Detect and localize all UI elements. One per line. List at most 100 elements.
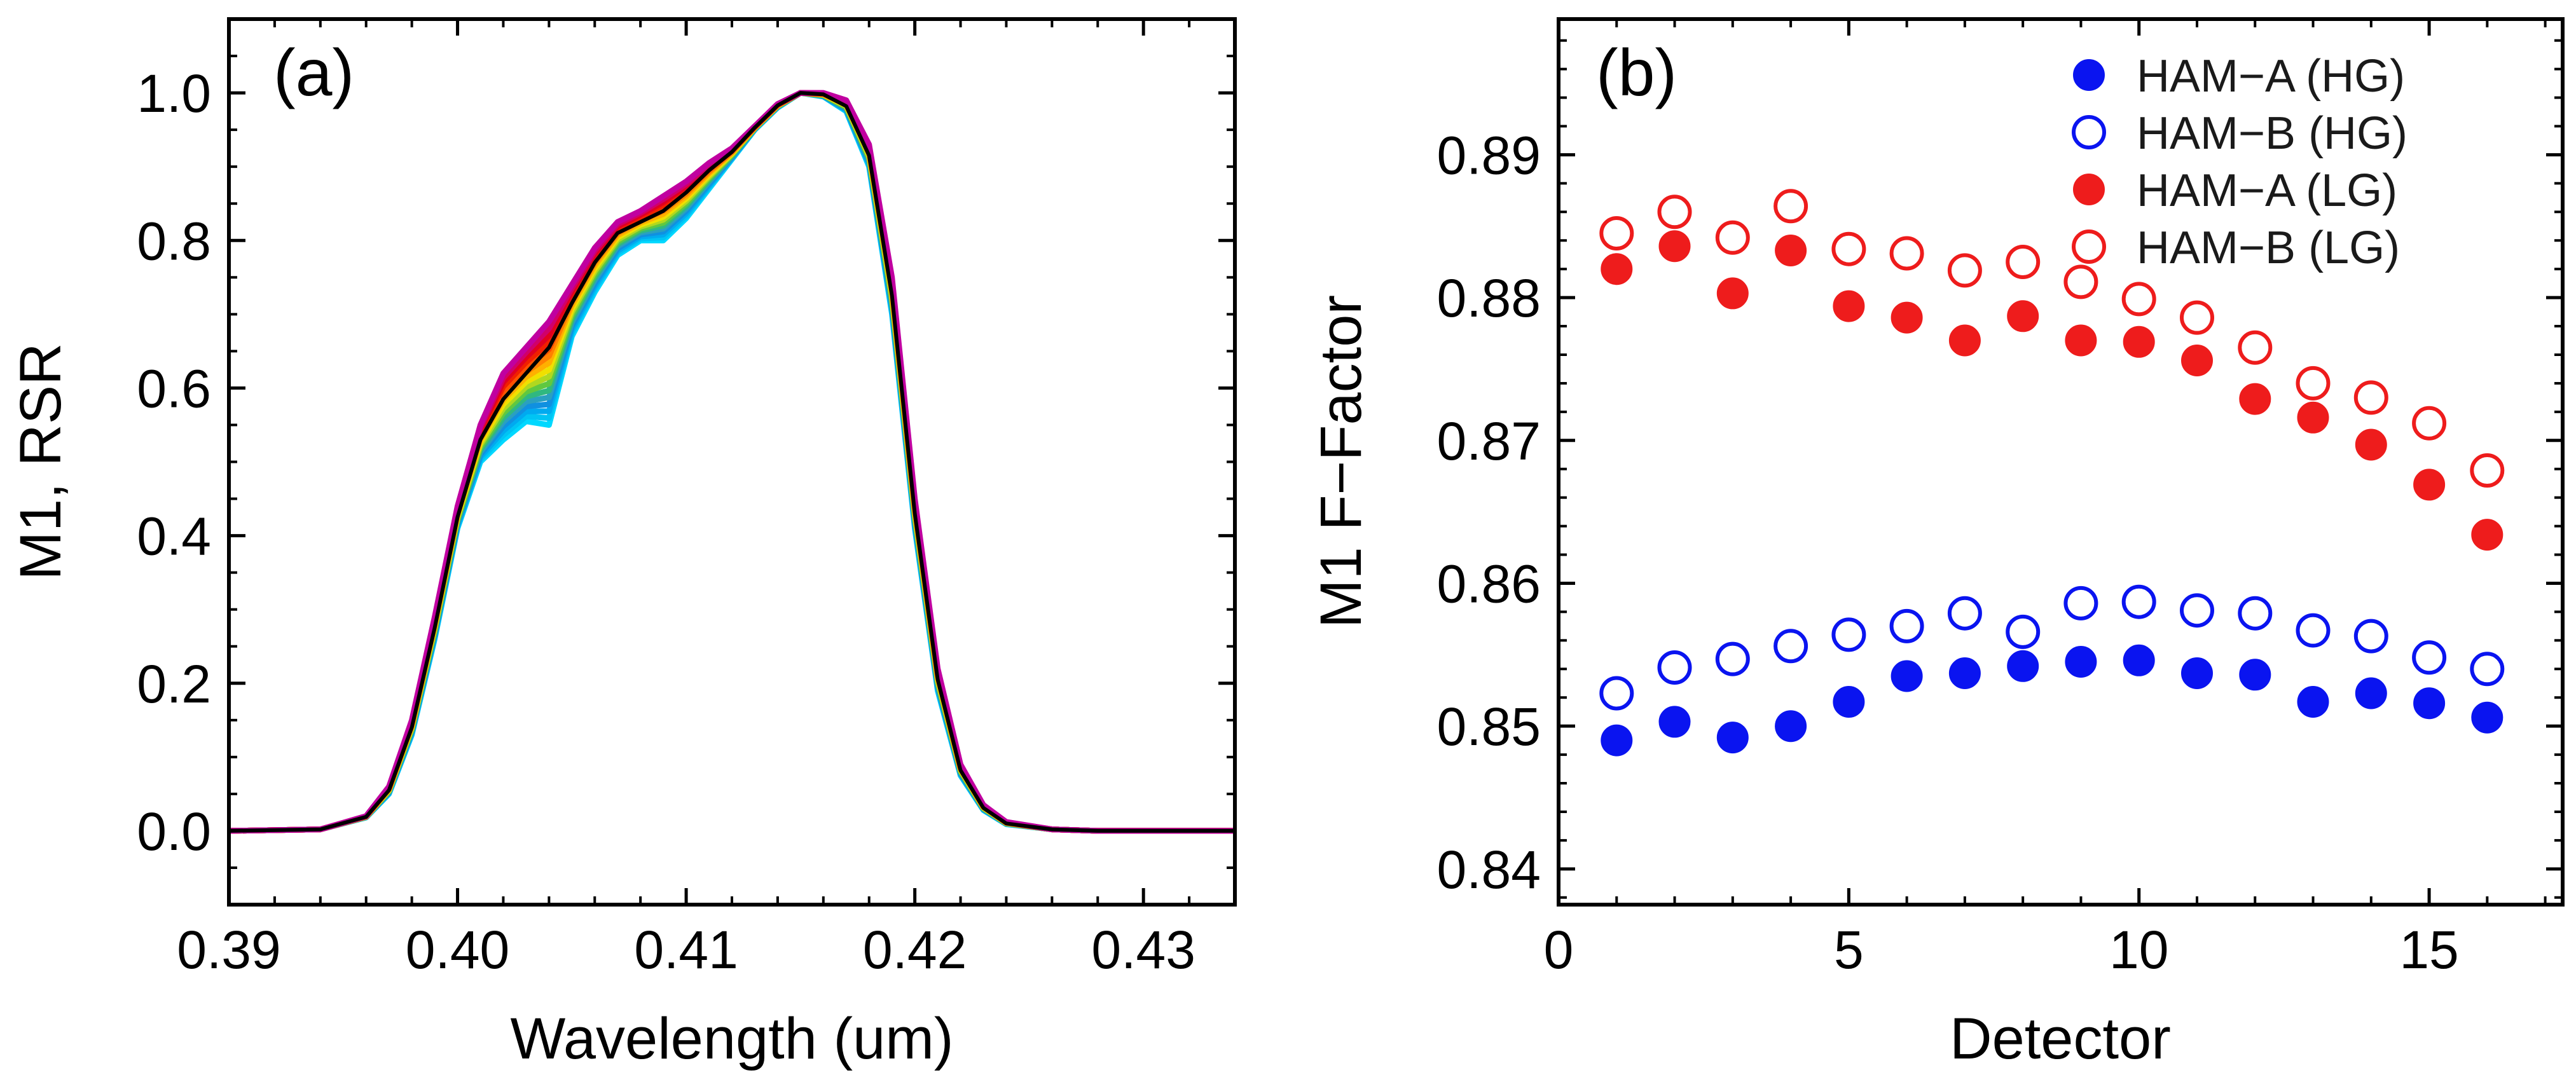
rsr-detector-curve xyxy=(228,90,1235,834)
data-point-3 xyxy=(2065,324,2097,357)
panel-a-tag: (a) xyxy=(273,36,354,110)
data-point-4 xyxy=(1947,253,1982,288)
data-point-4 xyxy=(1715,220,1750,255)
x-tick-label: 10 xyxy=(2109,920,2168,980)
data-point-3 xyxy=(1775,235,1807,266)
data-point-3 xyxy=(1716,277,1749,310)
data-point-4 xyxy=(2296,366,2331,401)
x-tick-label: 0 xyxy=(1544,920,1574,980)
panel-a-x-ticks: 0.39 0.40 0.41 0.42 0.43 xyxy=(177,19,1236,980)
data-point-4 xyxy=(2353,380,2388,415)
data-point-1 xyxy=(1716,722,1749,754)
data-point-1 xyxy=(1833,686,1865,718)
y-tick-label: 0.87 xyxy=(1437,411,1541,471)
data-point-1 xyxy=(2239,659,2271,691)
legend-marker xyxy=(2072,229,2106,264)
data-point-1 xyxy=(1601,724,1633,757)
data-point-4 xyxy=(1599,216,1634,250)
rsr-detector-curve xyxy=(228,90,1235,834)
data-point-2 xyxy=(1715,641,1750,676)
data-point-1 xyxy=(1658,706,1691,738)
data-point-3 xyxy=(2181,345,2213,376)
data-point-2 xyxy=(2353,619,2388,654)
data-point-2 xyxy=(2006,614,2041,649)
x-tick-label: 0.41 xyxy=(634,920,738,980)
y-tick-label: 0.86 xyxy=(1437,554,1541,613)
data-point-2 xyxy=(2063,586,2098,620)
rsr-detector-curve xyxy=(228,90,1235,834)
data-point-2 xyxy=(1889,608,1924,643)
rsr-detector-curve xyxy=(228,90,1235,834)
legend: HAM−A (HG) HAM−B (HG) HAM−A (LG) HAM−B (LG) xyxy=(2072,51,2407,273)
data-point-3 xyxy=(1601,253,1633,285)
x-tick-label: 0.39 xyxy=(177,920,281,980)
rsr-mean-curve xyxy=(228,91,1235,833)
data-point-2 xyxy=(1657,650,1692,685)
rsr-detector-curve xyxy=(228,90,1235,834)
panel-a-x-axis-label: Wavelength (um) xyxy=(510,1006,953,1071)
y-tick-label: 0.6 xyxy=(137,359,211,418)
legend-label: HAM−B (LG) xyxy=(2137,223,2400,273)
y-tick-label: 0.88 xyxy=(1437,268,1541,328)
data-point-4 xyxy=(2238,330,2273,365)
rsr-detector-curve xyxy=(228,90,1235,834)
data-point-1 xyxy=(2007,650,2039,682)
y-tick-label: 0.0 xyxy=(137,802,211,861)
data-point-3 xyxy=(2413,469,2446,501)
data-point-3 xyxy=(2297,401,2329,434)
data-point-1 xyxy=(1775,710,1807,743)
data-point-3 xyxy=(2471,519,2504,551)
data-point-2 xyxy=(1774,629,1808,664)
data-point-2 xyxy=(2470,652,2505,687)
x-tick-label: 0.40 xyxy=(406,920,510,980)
rsr-detector-curve xyxy=(228,90,1235,834)
y-tick-label: 0.89 xyxy=(1437,125,1541,185)
data-point-1 xyxy=(2181,657,2213,689)
data-point-4 xyxy=(2470,453,2505,488)
panel-b-frame xyxy=(1557,17,2565,907)
y-tick-label: 0.4 xyxy=(137,507,211,566)
data-point-4 xyxy=(2180,300,2214,335)
f-factor-plot-area xyxy=(1599,189,2505,757)
data-point-1 xyxy=(1891,660,1923,692)
x-tick-label: 0.42 xyxy=(863,920,967,980)
panel-a: 0.39 0.40 0.41 0.42 0.43 0.00.20.40.60.81.0 … xyxy=(8,17,1237,1071)
data-point-4 xyxy=(2006,245,2041,279)
y-tick-label: 0.85 xyxy=(1437,697,1541,757)
x-tick-label: 0.43 xyxy=(1091,920,1195,980)
rsr-detector-curve xyxy=(228,90,1235,834)
y-tick-label: 1.0 xyxy=(137,64,211,123)
rsr-detector-curve xyxy=(228,90,1235,834)
data-point-1 xyxy=(1948,657,1981,689)
data-point-3 xyxy=(1948,324,1981,357)
data-point-4 xyxy=(2063,264,2098,299)
data-point-1 xyxy=(2297,686,2329,718)
data-point-2 xyxy=(1831,617,1866,652)
data-point-2 xyxy=(2180,593,2214,628)
data-point-1 xyxy=(2471,701,2504,734)
data-point-4 xyxy=(1831,231,1866,266)
panel-b: 0 5 10 15 0.84 0.85 0.86 0.87 0.88 0.89 (b) Dete… xyxy=(1309,17,2565,1071)
legend-label: HAM−A (HG) xyxy=(2137,51,2405,102)
data-point-3 xyxy=(2355,428,2387,461)
data-point-1 xyxy=(2413,687,2446,720)
panel-b-y-axis-label: M1 F−Factor xyxy=(1309,295,1374,628)
y-tick-label: 0.2 xyxy=(137,654,211,714)
data-point-3 xyxy=(2239,383,2271,415)
data-point-3 xyxy=(2123,325,2155,358)
data-point-2 xyxy=(1599,676,1634,711)
rsr-detector-curve xyxy=(228,90,1235,834)
panel-a-y-ticks: 0.0 0.2 0.4 0.6 0.8 1.0 xyxy=(137,18,1235,906)
data-point-2 xyxy=(2412,640,2447,675)
panel-b-tag: (b) xyxy=(1596,36,1677,110)
rsr-detector-curve xyxy=(228,90,1235,834)
legend-item: HAM−B (HG) xyxy=(2072,108,2407,159)
data-point-2 xyxy=(2121,584,2156,619)
data-point-2 xyxy=(1947,596,1982,631)
rsr-detector-curve xyxy=(228,90,1235,834)
rsr-detector-curve xyxy=(228,90,1235,834)
data-point-4 xyxy=(2121,282,2156,317)
x-tick-label: 5 xyxy=(1834,920,1864,980)
data-point-4 xyxy=(1889,236,1924,271)
data-point-4 xyxy=(2412,406,2447,441)
